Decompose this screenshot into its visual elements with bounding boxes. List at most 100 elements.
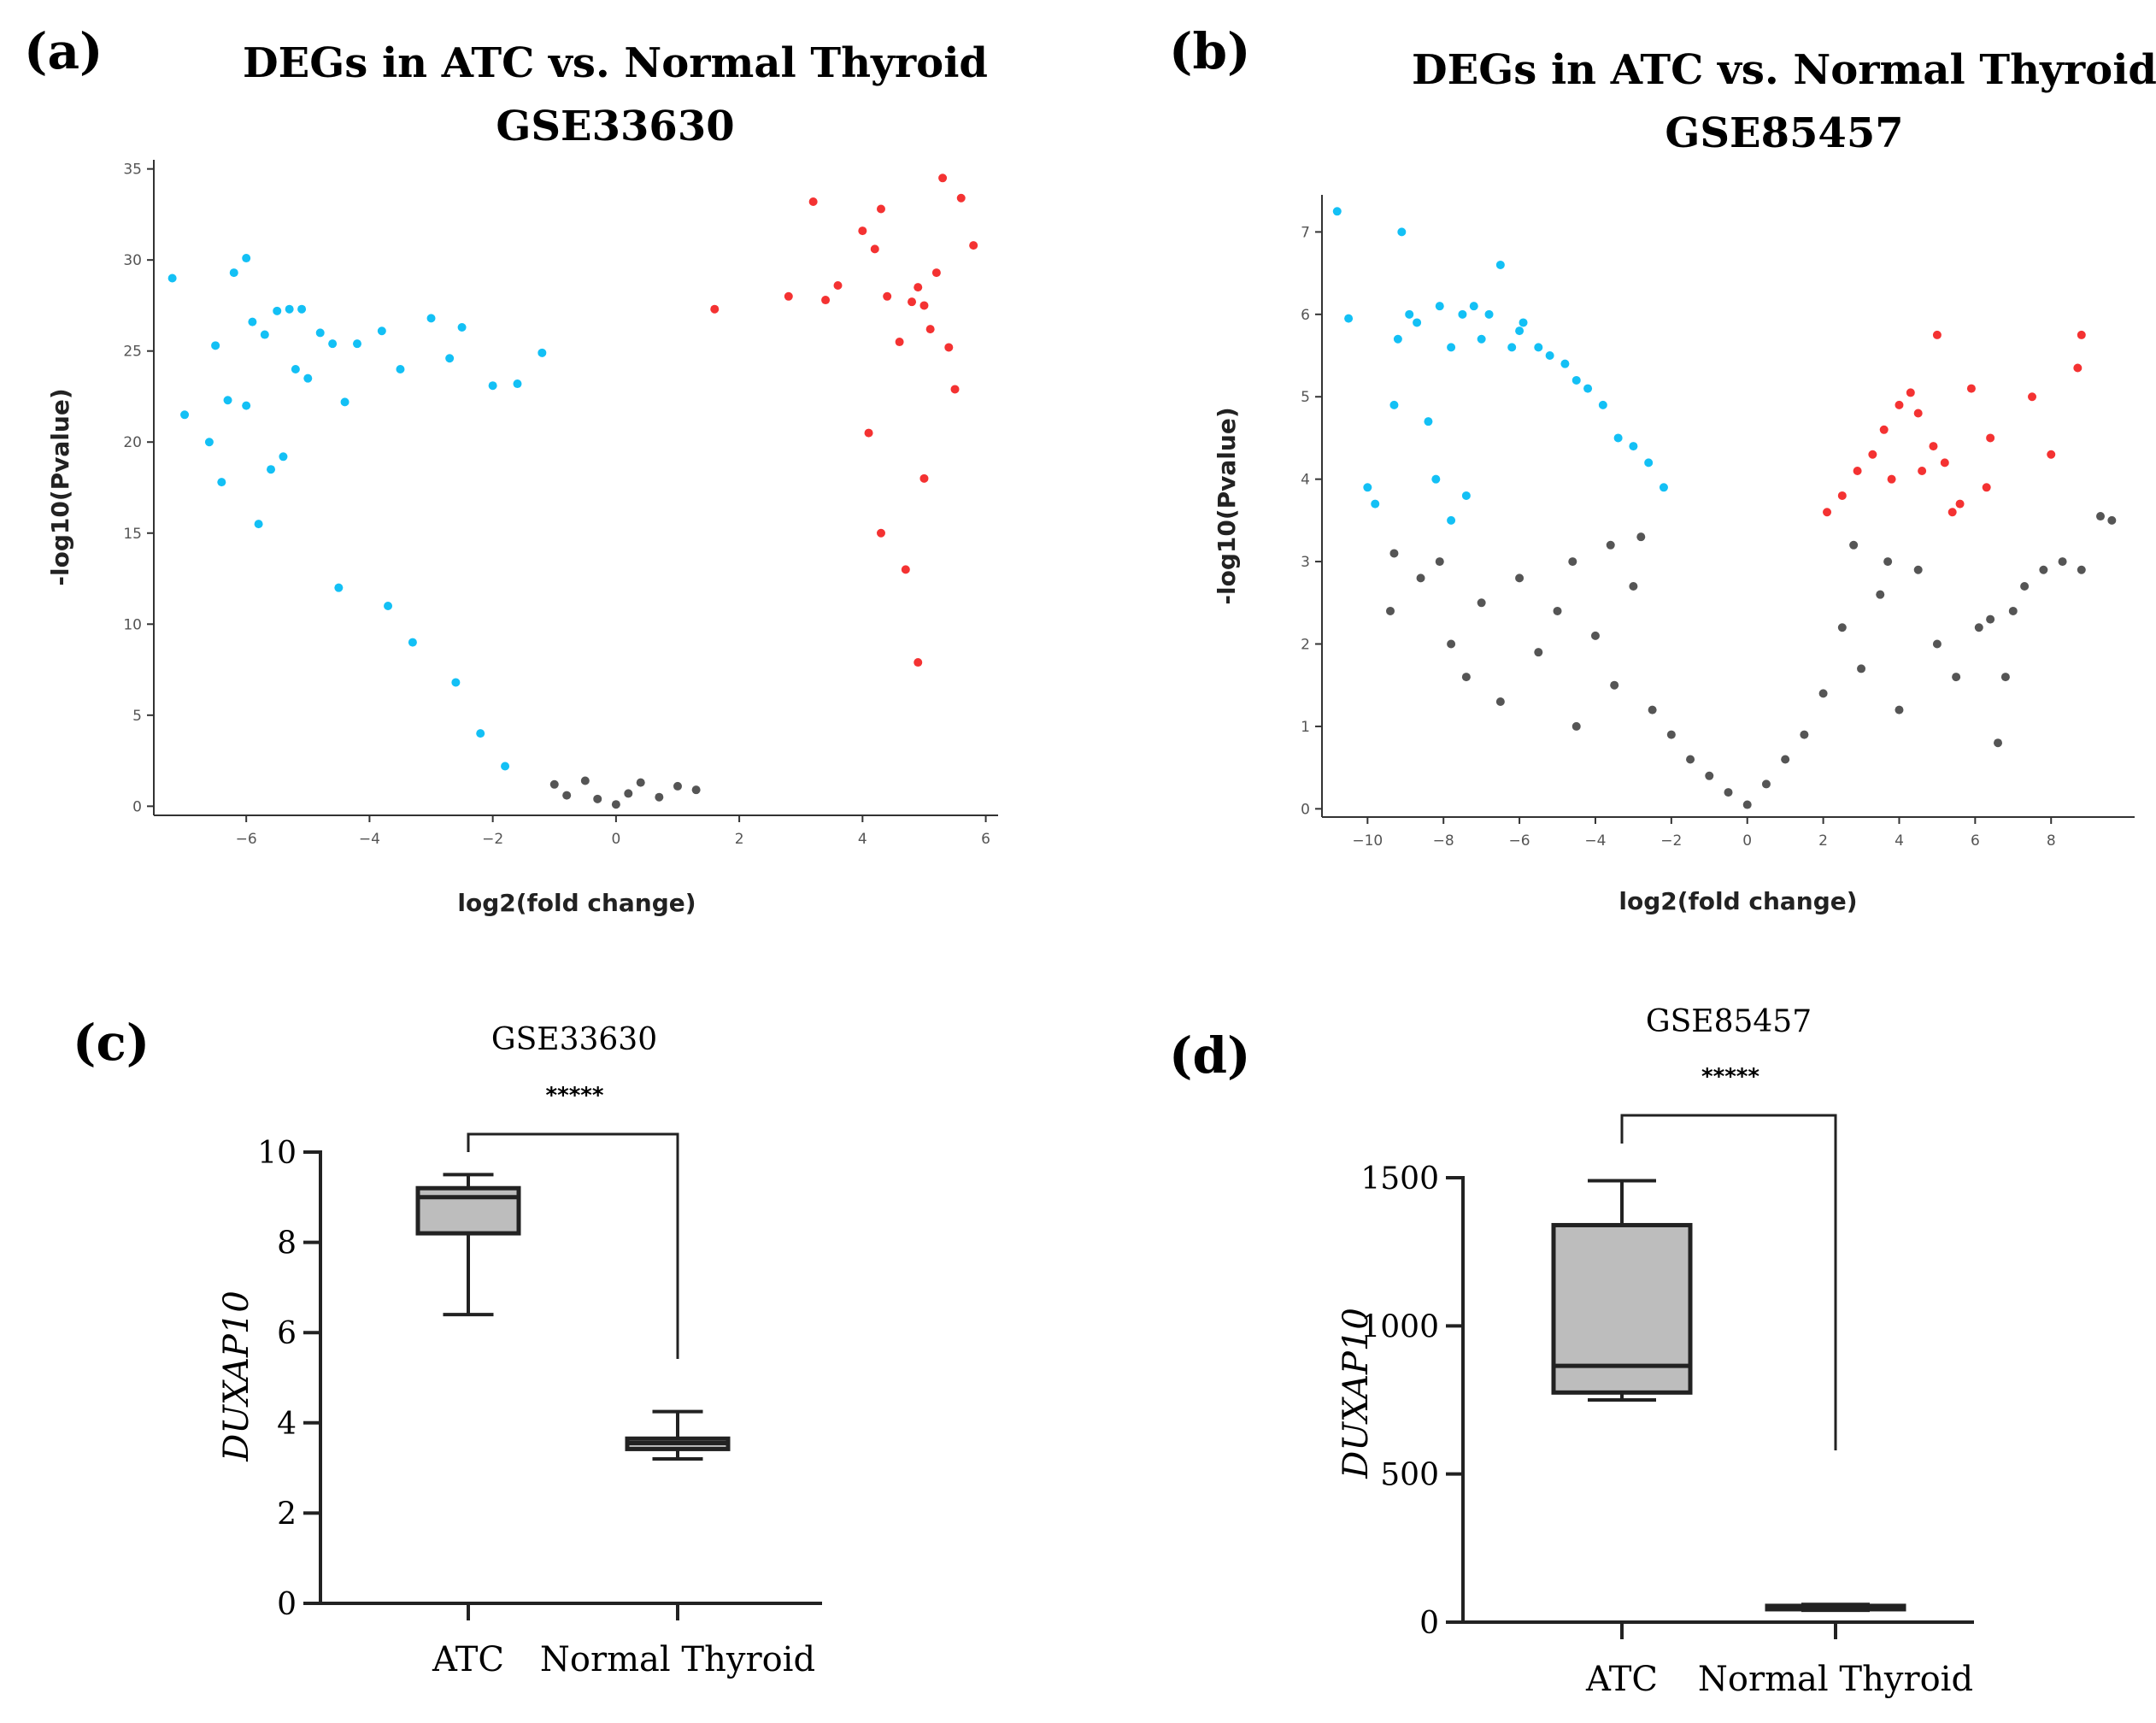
y-axis-label: DUXAP10 (1336, 1308, 1376, 1479)
data-point (1405, 309, 1414, 319)
data-point (513, 379, 522, 389)
data-point (1553, 606, 1562, 615)
data-point (1761, 779, 1771, 789)
data-point (1568, 557, 1577, 567)
y-tick-label: 15 (123, 526, 142, 543)
data-point (1461, 673, 1471, 682)
data-point (260, 330, 269, 339)
data-point (1982, 483, 1991, 492)
y-tick-label: 7 (1301, 224, 1310, 241)
data-point (864, 428, 873, 438)
data-point (2000, 673, 2010, 682)
x-tick-label: 6 (1971, 832, 1980, 850)
x-tick-label: 8 (2047, 832, 2056, 850)
data-point (1940, 458, 1949, 468)
data-point (1837, 491, 1847, 500)
data-point (1887, 474, 1896, 484)
data-point (1629, 442, 1638, 451)
data-point (167, 273, 177, 283)
data-point (1545, 351, 1554, 361)
series-up-regulated (1823, 330, 2086, 517)
data-point (1519, 318, 1528, 327)
y-tick-label: 25 (123, 344, 142, 361)
y-tick-label: 6 (277, 1316, 297, 1351)
panel-b-letter: (b) (1169, 22, 1250, 80)
data-point (611, 800, 620, 809)
data-point (291, 365, 300, 374)
y-tick-label: 5 (132, 708, 142, 725)
data-point (501, 762, 510, 771)
data-point (1994, 738, 2003, 748)
data-point (858, 226, 867, 236)
significance-bracket (1620, 1114, 1837, 1450)
data-point (1477, 334, 1486, 344)
data-point (242, 254, 251, 263)
y-tick-label: 20 (123, 434, 142, 451)
data-point (821, 296, 831, 305)
data-point (1389, 549, 1399, 558)
data-point (1742, 800, 1752, 809)
data-point (636, 778, 645, 787)
x-tick-label: 4 (1895, 832, 1904, 850)
data-point (476, 729, 485, 738)
data-point (1447, 639, 1456, 649)
data-point (1385, 606, 1395, 615)
data-point (908, 297, 917, 307)
data-point (2058, 557, 2067, 567)
y-tick-label: 3 (1301, 554, 1310, 571)
data-point (445, 354, 455, 363)
data-point (1413, 318, 1422, 327)
data-point (1932, 330, 1942, 339)
data-point (1435, 557, 1444, 567)
data-point (1534, 343, 1543, 352)
panel-a-letter: (a) (24, 22, 103, 80)
data-point (1974, 623, 1983, 632)
data-point (211, 341, 220, 350)
data-point (267, 465, 276, 474)
x-tick-label: −4 (359, 831, 380, 848)
data-point (593, 794, 602, 803)
panel-c-title: GSE33630 (491, 1022, 657, 1057)
data-point (1644, 458, 1654, 468)
data-point (315, 328, 325, 338)
data-point (655, 792, 664, 802)
data-point (931, 268, 941, 278)
data-point (1913, 565, 1923, 574)
data-point (1371, 499, 1380, 509)
data-point (2077, 330, 2086, 339)
data-point (1724, 788, 1733, 797)
y-tick-label: 2 (1301, 637, 1310, 654)
data-point (451, 678, 461, 687)
x-tick-label: 0 (611, 831, 620, 848)
data-point (1876, 590, 1885, 599)
x-tick-label: −6 (236, 831, 257, 848)
data-point (1461, 491, 1471, 500)
data-point (352, 339, 361, 349)
data-point (1613, 433, 1623, 443)
y-tick-label: 10 (123, 616, 142, 633)
category-label: ATC (1585, 1660, 1658, 1699)
data-point (1435, 302, 1444, 311)
data-point (1853, 467, 1862, 476)
data-point (1857, 664, 1866, 673)
x-axis-label: log2(fold change) (1618, 887, 1857, 915)
data-point (2028, 392, 2037, 402)
data-point (691, 785, 701, 795)
data-point (1344, 314, 1354, 323)
data-point (580, 776, 590, 785)
data-point (1571, 375, 1581, 385)
data-point (784, 291, 793, 301)
data-point (223, 396, 232, 405)
data-point (1332, 207, 1342, 216)
data-point (2020, 582, 2030, 591)
data-point (285, 304, 294, 314)
category-label: Normal Thyroid (1698, 1660, 1973, 1699)
y-tick-label: 0 (132, 798, 142, 815)
y-tick-label: 10 (257, 1136, 297, 1171)
data-point (180, 410, 190, 420)
significance-stars: ***** (546, 1083, 604, 1108)
x-tick-label: −6 (1509, 832, 1530, 850)
data-point (1571, 721, 1581, 731)
data-point (1560, 359, 1570, 368)
